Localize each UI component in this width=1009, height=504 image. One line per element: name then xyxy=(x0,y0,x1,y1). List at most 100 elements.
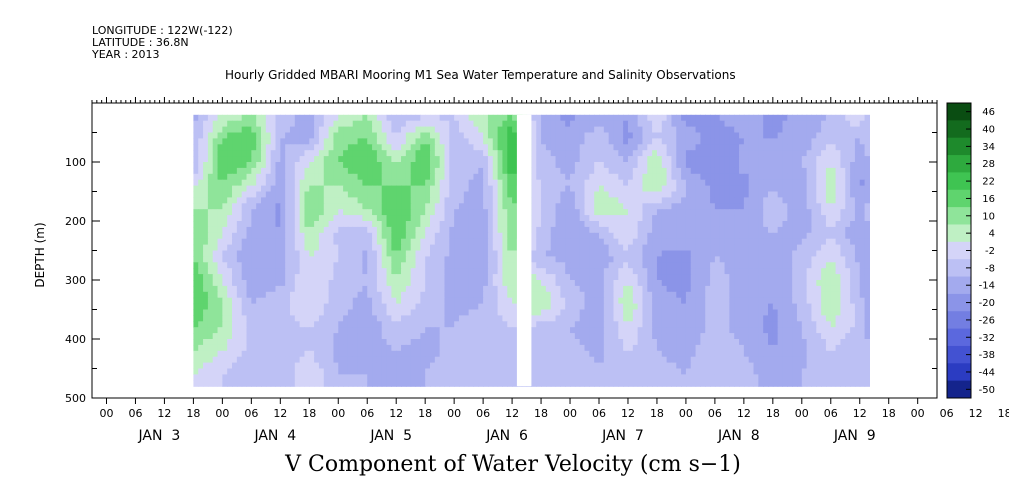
heatmap-cell xyxy=(222,238,228,246)
heatmap-cell xyxy=(444,156,450,163)
heatmap-cell xyxy=(343,144,349,151)
heatmap-cell xyxy=(396,232,402,240)
heatmap-cell xyxy=(681,120,687,128)
heatmap-cell xyxy=(236,280,243,287)
heatmap-cell xyxy=(468,173,475,181)
heatmap-cell xyxy=(512,262,518,269)
heatmap-cell xyxy=(217,215,223,222)
heatmap-cell xyxy=(251,197,257,204)
heatmap-cell xyxy=(415,162,421,169)
heatmap-cell xyxy=(734,144,740,151)
heatmap-cell xyxy=(483,114,489,122)
heatmap-cell xyxy=(695,167,701,175)
heatmap-cell xyxy=(570,162,576,169)
heatmap-cell xyxy=(637,309,644,316)
heatmap-cell xyxy=(739,162,745,169)
heatmap-cell xyxy=(830,179,837,187)
heatmap-cell xyxy=(275,262,281,269)
heatmap-cell xyxy=(531,238,537,246)
heatmap-cell xyxy=(536,321,542,328)
heatmap-cell xyxy=(536,162,542,169)
heatmap-cell xyxy=(579,191,586,198)
heatmap-cell xyxy=(227,221,233,228)
heatmap-cell xyxy=(492,285,499,293)
heatmap-cell xyxy=(763,167,769,175)
heatmap-cell xyxy=(859,162,866,169)
heatmap-cell xyxy=(343,179,349,187)
heatmap-cell xyxy=(458,309,465,316)
heatmap-cell xyxy=(700,114,706,122)
heatmap-cell xyxy=(734,285,740,293)
heatmap-cell xyxy=(309,132,315,139)
heatmap-cell xyxy=(613,262,619,269)
heatmap-cell xyxy=(304,250,310,257)
heatmap-cell xyxy=(801,167,808,175)
heatmap-cell xyxy=(632,173,639,181)
heatmap-cell xyxy=(473,321,479,328)
heatmap-cell xyxy=(261,120,267,128)
heatmap-cell xyxy=(241,114,248,122)
heatmap-cell xyxy=(700,244,706,252)
heatmap-cell xyxy=(719,274,726,281)
heatmap-cell xyxy=(256,173,262,181)
heatmap-cell xyxy=(777,315,784,322)
heatmap-cell xyxy=(550,321,557,328)
heatmap-cell xyxy=(449,280,455,287)
heatmap-cell xyxy=(676,209,682,216)
heatmap-cell xyxy=(695,315,701,322)
heatmap-cell xyxy=(309,221,315,228)
heatmap-cell xyxy=(719,285,726,293)
heatmap-cell xyxy=(396,185,402,193)
heatmap-cell xyxy=(289,179,296,187)
heatmap-cell xyxy=(222,179,228,187)
heatmap-cell xyxy=(367,280,373,287)
heatmap-cell xyxy=(623,221,629,228)
heatmap-cell xyxy=(830,297,837,305)
heatmap-cell xyxy=(323,280,330,287)
heatmap-cell xyxy=(198,167,204,175)
heatmap-cell xyxy=(410,238,417,246)
heatmap-cell xyxy=(386,138,392,145)
heatmap-cell xyxy=(261,185,267,193)
heatmap-cell xyxy=(541,268,547,275)
heatmap-cell xyxy=(512,114,518,122)
heatmap-cell xyxy=(656,126,663,134)
heatmap-cell xyxy=(232,144,238,151)
heatmap-cell xyxy=(550,150,557,157)
heatmap-cell xyxy=(579,209,586,216)
heatmap-cell xyxy=(343,191,349,198)
heatmap-cell xyxy=(642,268,648,275)
heatmap-cell xyxy=(396,291,402,299)
heatmap-cell xyxy=(748,274,755,281)
heatmap-cell xyxy=(434,280,441,287)
heatmap-cell xyxy=(458,303,465,311)
heatmap-cell xyxy=(840,132,846,139)
heatmap-cell xyxy=(850,191,856,198)
heatmap-cell xyxy=(376,138,383,145)
heatmap-cell xyxy=(304,256,310,263)
heatmap-cell xyxy=(642,167,648,175)
heatmap-cell xyxy=(304,215,310,222)
heatmap-cell xyxy=(729,291,735,299)
heatmap-cell xyxy=(656,138,663,145)
heatmap-cell xyxy=(811,144,817,151)
heatmap-cell xyxy=(265,167,272,175)
heatmap-cell xyxy=(763,244,769,252)
heatmap-cell xyxy=(550,167,557,175)
heatmap-cell xyxy=(787,221,793,228)
heatmap-cell xyxy=(396,274,402,281)
heatmap-cell xyxy=(719,309,726,316)
heatmap-cell xyxy=(705,232,711,240)
heatmap-cell xyxy=(410,173,417,181)
heatmap-cell xyxy=(681,197,687,204)
heatmap-cell xyxy=(681,309,687,316)
heatmap-cell xyxy=(541,132,547,139)
heatmap-cell xyxy=(763,209,769,216)
heatmap-cell xyxy=(352,221,359,228)
heatmap-cell xyxy=(487,126,494,134)
heatmap-cell xyxy=(700,280,706,287)
heatmap-cell xyxy=(768,297,774,305)
heatmap-cell xyxy=(454,244,460,252)
heatmap-cell xyxy=(241,244,248,252)
heatmap-cell xyxy=(555,250,561,257)
